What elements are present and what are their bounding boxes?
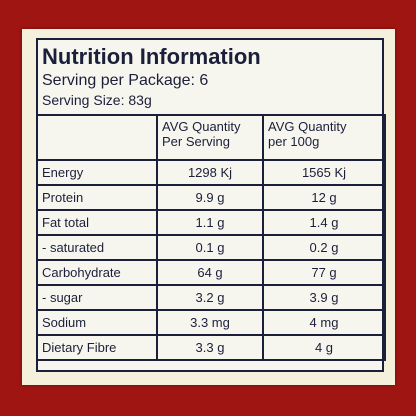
nutrient-value: 1.1 g — [156, 209, 264, 236]
nutrient-name: Carbohydrate — [36, 259, 158, 286]
table-row: - saturated 0.1 g 0.2 g — [36, 234, 386, 261]
nutrient-value: 64 g — [156, 259, 264, 286]
column-header: AVG Quantity per 100g — [262, 114, 386, 161]
serving-size: Serving Size: 83g — [42, 92, 152, 108]
nutrient-name: Energy — [36, 159, 158, 186]
nutrient-value: 1.4 g — [262, 209, 386, 236]
column-header-line: per 100g — [268, 134, 320, 149]
nutrient-value: 0.1 g — [156, 234, 264, 261]
column-header: AVG Quantity Per Serving — [156, 114, 264, 161]
blank-header — [36, 114, 158, 161]
column-header-line: AVG Quantity — [268, 119, 347, 134]
serving-per-package: Serving per Package: 6 — [42, 72, 209, 89]
nutrient-name: - saturated — [36, 234, 158, 261]
nutrient-value: 77 g — [262, 259, 386, 286]
nutrient-name: Sodium — [36, 309, 158, 336]
nutrient-value: 9.9 g — [156, 184, 264, 211]
nutrient-value: 3.2 g — [156, 284, 264, 311]
nutrient-value: 4 mg — [262, 309, 386, 336]
table-row: Protein 9.9 g 12 g — [36, 184, 386, 211]
nutrient-value: 12 g — [262, 184, 386, 211]
table-row: Sodium 3.3 mg 4 mg — [36, 309, 386, 336]
column-header-line: AVG Quantity — [162, 119, 241, 134]
nutrient-value: 3.9 g — [262, 284, 386, 311]
table-row: Energy 1298 Kj 1565 Kj — [36, 159, 386, 186]
nutrition-table: AVG Quantity Per Serving AVG Quantity per 1… — [36, 114, 386, 361]
table-row: Carbohydrate 64 g 77 g — [36, 259, 386, 286]
nutrient-value: 4 g — [262, 334, 386, 361]
title: Nutrition Information — [42, 44, 261, 69]
nutrient-value: 1298 Kj — [156, 159, 264, 186]
nutrient-name: Fat total — [36, 209, 158, 236]
nutrient-value: 1565 Kj — [262, 159, 386, 186]
nutrient-value: 0.2 g — [262, 234, 386, 261]
nutrient-name: - sugar — [36, 284, 158, 311]
table-row: Fat total 1.1 g 1.4 g — [36, 209, 386, 236]
nutrient-value: 3.3 mg — [156, 309, 264, 336]
nutrient-name: Dietary Fibre — [36, 334, 158, 361]
column-header-line: Per Serving — [162, 134, 230, 149]
nutrient-name: Protein — [36, 184, 158, 211]
header-row: AVG Quantity Per Serving AVG Quantity per 1… — [36, 114, 386, 161]
nutrition-box: Nutrition Information Serving per Packag… — [36, 38, 386, 372]
label: Nutrition Information Serving per Packag… — [22, 29, 395, 385]
nutrient-value: 3.3 g — [156, 334, 264, 361]
table-row: - sugar 3.2 g 3.9 g — [36, 284, 386, 311]
